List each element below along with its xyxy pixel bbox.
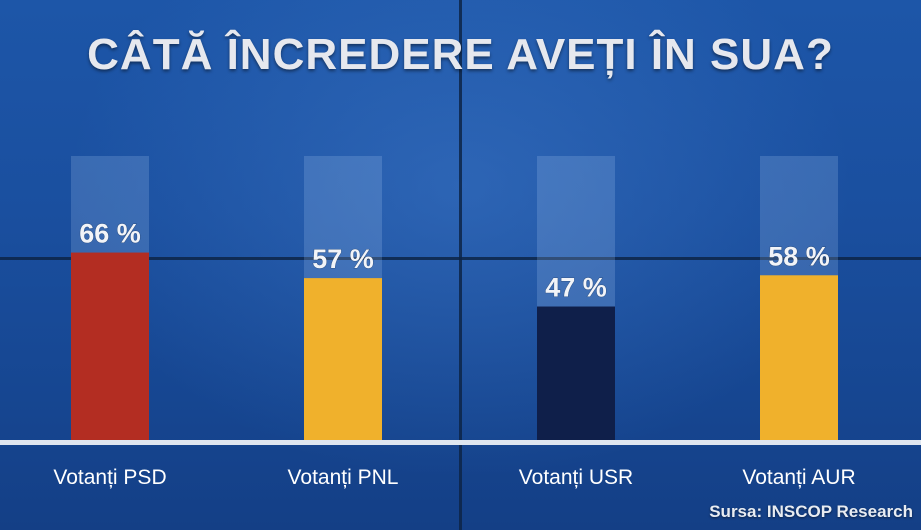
bar: [304, 278, 382, 440]
chart-title: CÂTĂ ÎNCREDERE AVEȚI ÎN SUA?: [87, 30, 834, 79]
category-label: Votanți AUR: [742, 466, 855, 489]
data-label: 66 %: [79, 219, 141, 249]
category-label: Votanți PSD: [53, 466, 166, 489]
data-label: 58 %: [768, 241, 830, 271]
screen-seam-horizontal: [0, 257, 921, 260]
bar: [760, 275, 838, 440]
bar: [537, 306, 615, 440]
category-label: Votanți PNL: [288, 466, 399, 489]
bar: [71, 252, 149, 440]
category-label: Votanți USR: [519, 466, 633, 489]
data-label: 57 %: [312, 244, 374, 274]
chart-baseline: [0, 440, 921, 445]
source-credit: Sursa: INSCOP Research: [709, 502, 913, 521]
data-label: 47 %: [545, 273, 607, 303]
screen-seam-vertical: [459, 0, 462, 530]
